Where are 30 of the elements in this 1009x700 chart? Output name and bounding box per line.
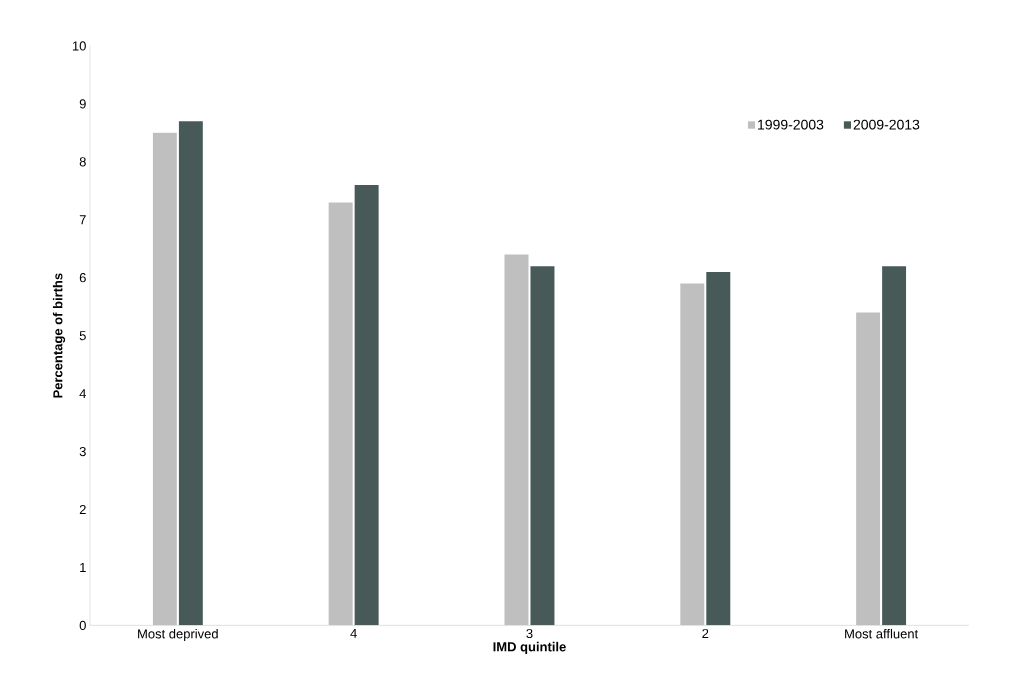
y-tick-label: 4: [79, 389, 87, 398]
x-tick-label: 4: [350, 628, 357, 638]
legend-label: 1999-2003: [758, 119, 824, 130]
bar: [706, 271, 731, 626]
y-tick-label: 8: [79, 157, 86, 167]
y-tick-label: 1: [80, 562, 86, 572]
x-tick-label: 3: [526, 628, 533, 638]
y-tick-label: 3: [79, 446, 86, 456]
y-tick-label: 10: [72, 41, 86, 51]
bar: [328, 202, 353, 626]
x-tick-label: Most deprived: [138, 628, 218, 641]
legend-label: 2009-2013: [853, 119, 920, 130]
y-tick-label: 0: [79, 620, 86, 630]
bar: [882, 265, 907, 626]
x-axis-title: IMD quintile: [493, 641, 566, 654]
x-tick-label: 2: [702, 628, 709, 638]
bar: [680, 283, 705, 626]
bar: [504, 254, 529, 626]
y-tick-label: 2: [79, 504, 86, 514]
y-tick-label: 7: [79, 215, 86, 225]
bar: [856, 312, 881, 626]
x-tick-label: Most affluent: [845, 628, 919, 639]
y-axis-title: Percentage of births: [52, 273, 66, 398]
bar: [152, 132, 177, 626]
bar: [530, 265, 555, 626]
bar: [354, 184, 379, 626]
bar: [178, 121, 203, 626]
y-tick-label: 6: [79, 272, 86, 283]
y-tick-label: 9: [79, 99, 86, 109]
y-tick-label: 5: [79, 330, 86, 341]
